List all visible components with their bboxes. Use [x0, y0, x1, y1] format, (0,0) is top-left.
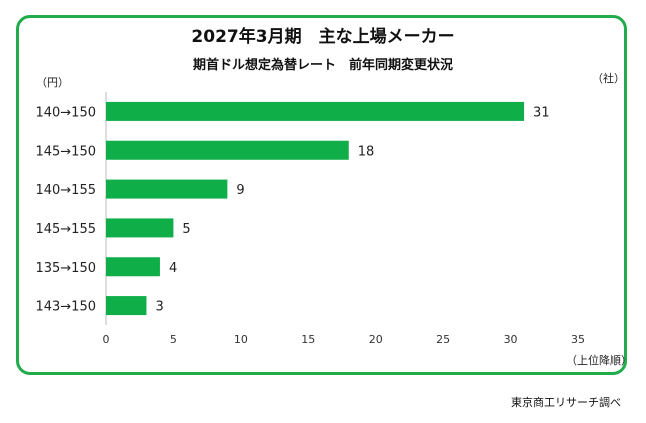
x-tick-label: 15 — [301, 333, 315, 346]
chart-title: 2027年3月期 主な上場メーカー — [191, 27, 455, 47]
data-label: 18 — [358, 144, 375, 159]
x-tick-label: 5 — [170, 333, 177, 346]
bar — [106, 140, 349, 160]
data-label: 4 — [169, 261, 177, 276]
category-label: 140→150 — [35, 105, 96, 120]
data-label: 9 — [236, 183, 244, 198]
source-credit: 東京商工リサーチ調べ — [511, 396, 621, 409]
sort-order-note: （上位降順） — [566, 354, 632, 367]
category-label: 135→150 — [35, 261, 96, 276]
data-label: 31 — [533, 105, 550, 120]
x-tick-label: 35 — [571, 333, 585, 346]
category-label: 145→155 — [35, 222, 96, 237]
data-label: 5 — [182, 222, 190, 237]
value-unit-label: （社） — [592, 72, 625, 85]
chart-subtitle: 期首ドル想定為替レート 前年同期変更状況 — [192, 58, 453, 73]
x-tick-label: 20 — [369, 333, 383, 346]
data-label: 3 — [155, 300, 163, 315]
bar — [106, 218, 174, 238]
x-tick-label: 25 — [436, 333, 450, 346]
bar — [106, 296, 147, 316]
x-tick-label: 0 — [103, 333, 110, 346]
x-tick-label: 10 — [234, 333, 248, 346]
x-tick-label: 30 — [504, 333, 518, 346]
bar — [106, 101, 525, 121]
bar — [106, 257, 160, 277]
category-unit-label: （円） — [36, 76, 69, 89]
category-label: 140→155 — [35, 183, 96, 198]
bar — [106, 179, 228, 199]
category-label: 143→150 — [35, 300, 96, 315]
category-label: 145→150 — [35, 144, 96, 159]
